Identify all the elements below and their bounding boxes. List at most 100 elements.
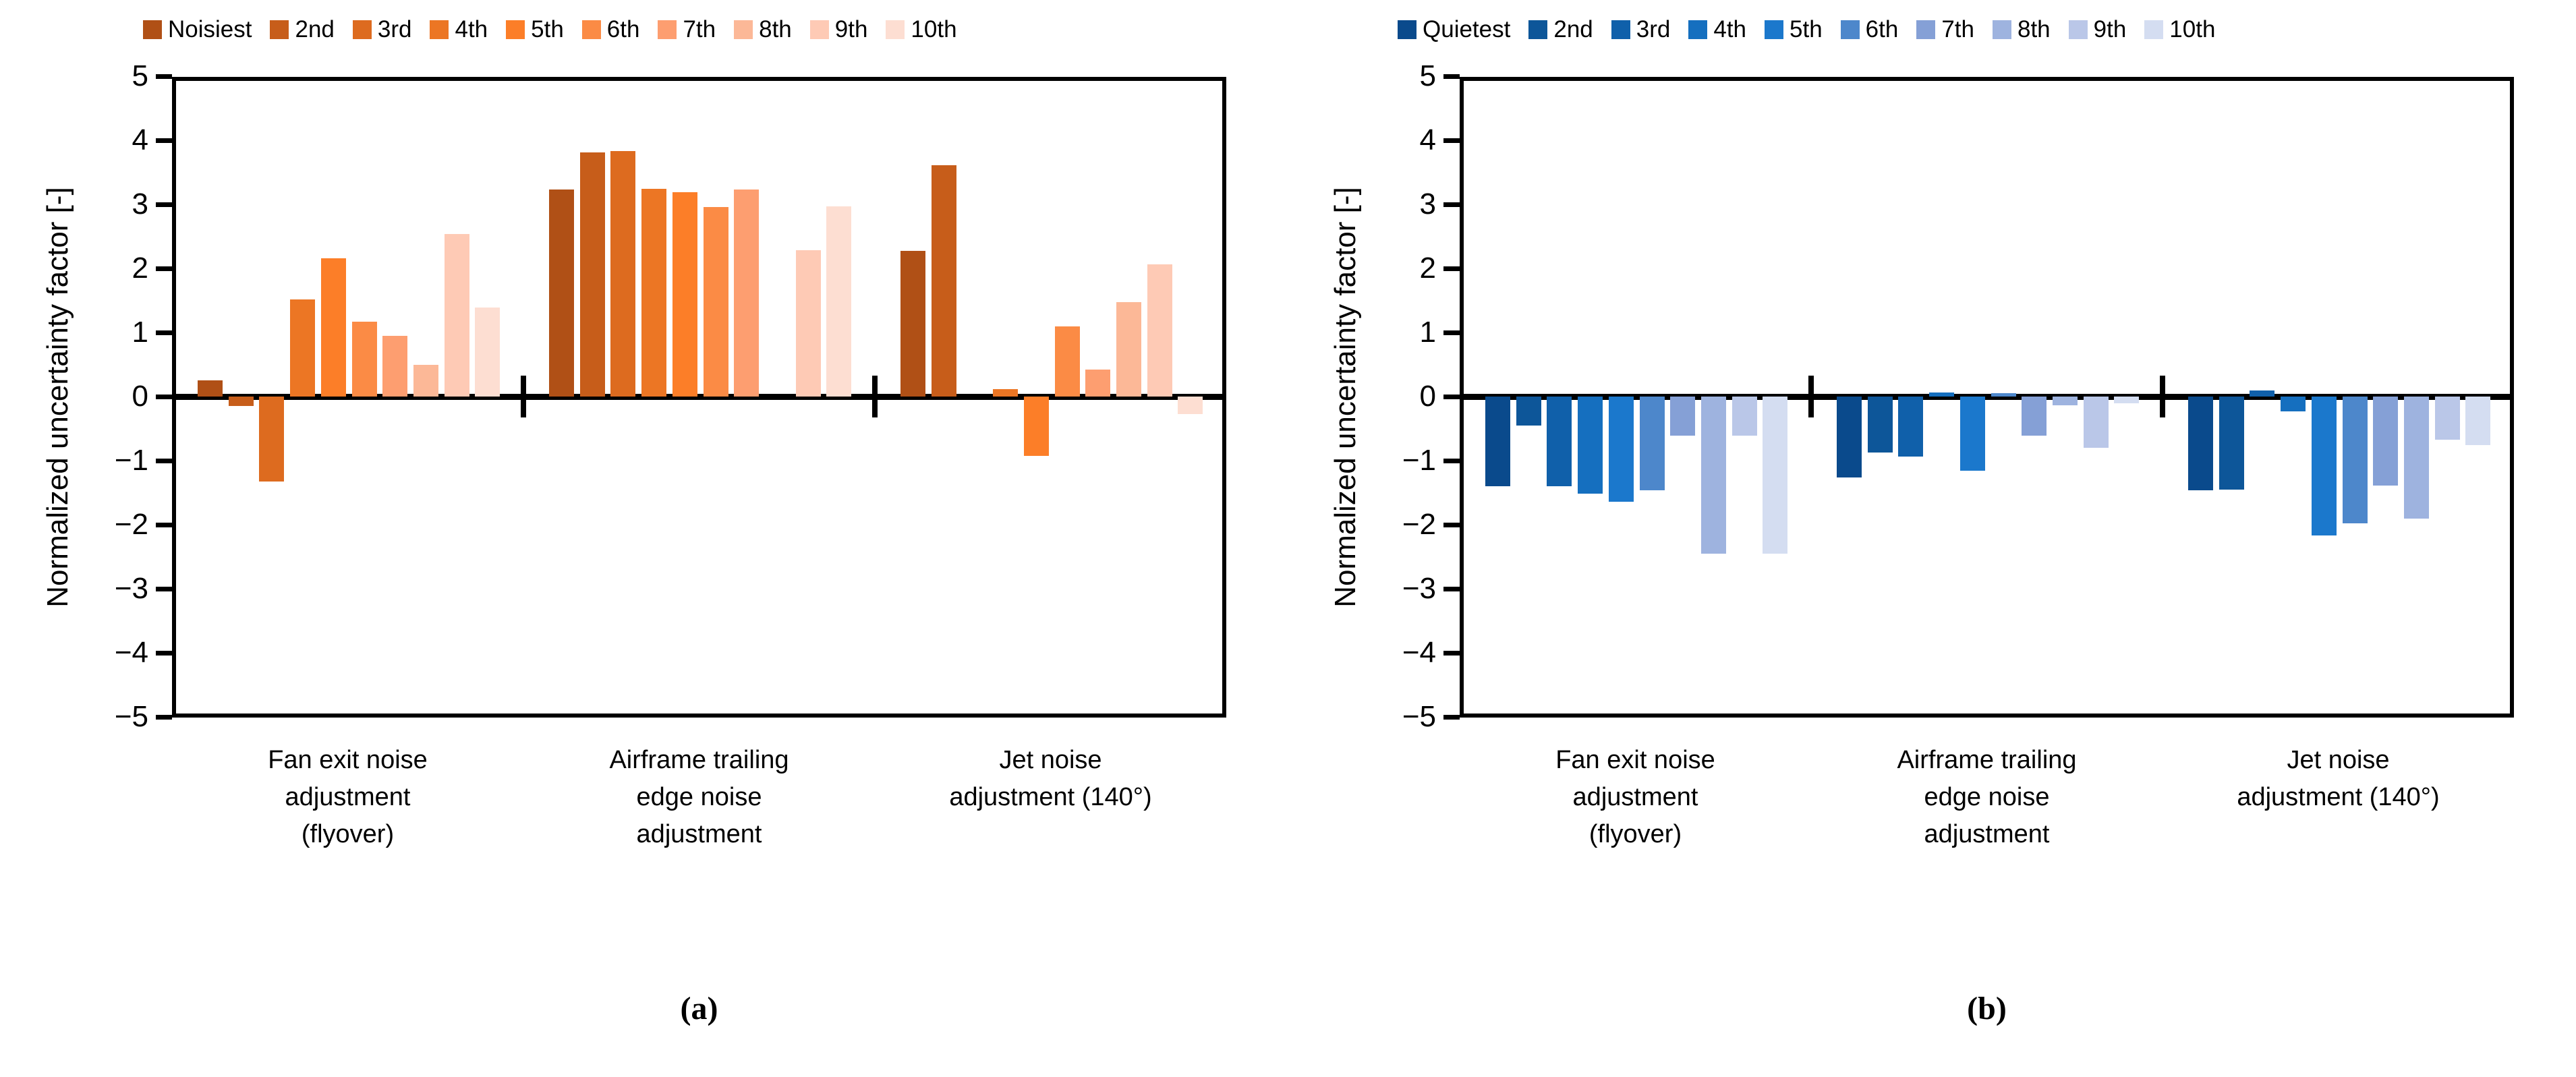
bar-5th-group3 — [1023, 397, 1049, 457]
y-axis-tick-label: 3 — [132, 187, 148, 221]
legend-swatch-icon — [270, 20, 289, 39]
y-axis-tick-label: 5 — [1419, 59, 1436, 92]
legend-swatch-icon — [352, 20, 372, 39]
legend-swatch-icon — [1916, 20, 1936, 39]
bar-10th-group2 — [2114, 397, 2140, 403]
y-axis-tick-label: −1 — [114, 444, 148, 477]
bar-3rd-group1 — [1547, 397, 1572, 486]
bar-8th-group3 — [1116, 302, 1141, 397]
bar-5th-group3 — [2311, 397, 2337, 536]
y-axis-tick-label: 0 — [1419, 380, 1436, 413]
bar-quietest-group1 — [1485, 397, 1510, 486]
y-axis-tick — [1443, 523, 1460, 527]
y-axis-tick-label: −5 — [114, 700, 148, 733]
bar-noisiest-group1 — [198, 380, 223, 397]
category-label: Jet noise adjustment (140°) — [949, 746, 1152, 812]
category-boundary-tick — [872, 376, 878, 417]
legend-label: 2nd — [295, 16, 335, 42]
bar-4th-group1 — [1578, 397, 1603, 494]
legend-label: 6th — [606, 16, 640, 42]
legend-swatch-icon — [1398, 20, 1416, 39]
bar-3rd-group2 — [610, 151, 636, 397]
legend-swatch-icon — [506, 20, 525, 39]
y-axis-tick-label: 3 — [1419, 187, 1436, 221]
legend-label: 8th — [759, 16, 792, 42]
legend-item-2nd: 2nd — [1528, 16, 1593, 43]
bar-9th-group1 — [444, 233, 469, 397]
bar-5th-group2 — [1959, 397, 1985, 471]
y-axis-tick — [1443, 266, 1460, 271]
legend-swatch-icon — [1688, 20, 1708, 39]
category-boundary-tick — [521, 376, 526, 417]
legend-swatch-icon — [2144, 20, 2164, 39]
legend-item-4th: 4th — [1688, 16, 1746, 43]
bar-5th-group1 — [1608, 397, 1634, 502]
y-axis-tick — [1443, 330, 1460, 335]
legend-label: 4th — [455, 16, 488, 42]
chart-panel-a: Noisiest 2nd 3rd 4th 5th 6th 7th 8th 9th 10th Nor… — [41, 16, 1226, 1026]
legend-swatch-icon — [143, 20, 162, 39]
category-boundary-tick — [1808, 376, 1814, 417]
bar-2nd-group1 — [1516, 397, 1541, 426]
legend-label: 8th — [2017, 16, 2051, 42]
bar-6th-group2 — [1991, 393, 2016, 397]
y-axis-tick — [156, 523, 172, 527]
y-axis-tick-label: −3 — [114, 572, 148, 605]
legend-item-7th: 7th — [1916, 16, 1974, 43]
bar-2nd-group3 — [931, 165, 956, 397]
legend-swatch-icon — [430, 20, 449, 39]
legend-item-3rd: 3rd — [352, 16, 412, 43]
bar-6th-group1 — [351, 321, 377, 397]
bar-4th-group1 — [290, 299, 316, 397]
bar-2nd-group2 — [579, 152, 605, 397]
legend-label: Quietest — [1423, 16, 1511, 42]
y-axis-tick — [156, 74, 172, 79]
bar-3rd-group3 — [2250, 390, 2275, 397]
legend-label: 3rd — [377, 16, 412, 42]
category-label: Fan exit noise adjustment (flyover) — [1555, 746, 1715, 849]
bar-7th-group3 — [2373, 397, 2399, 486]
bar-4th-group2 — [1929, 392, 1955, 397]
bar-8th-group1 — [1700, 397, 1726, 554]
legend-swatch-icon — [1992, 20, 2011, 39]
y-axis-tick — [1443, 202, 1460, 207]
y-axis-tick — [1443, 138, 1460, 143]
legend-item-5th: 5th — [1765, 16, 1823, 43]
x-axis-zero-line — [1460, 394, 2514, 400]
legend-swatch-icon — [658, 20, 677, 39]
bar-9th-group3 — [2434, 397, 2460, 440]
category-label: Fan exit noise adjustment (flyover) — [268, 746, 428, 849]
y-axis-tick — [156, 138, 172, 143]
y-axis-tick — [156, 330, 172, 335]
y-axis-tick-label: 4 — [132, 123, 148, 156]
y-axis-tick-label: 2 — [1419, 252, 1436, 285]
caption-a: (a) — [680, 991, 718, 1026]
bar-8th-group2 — [2052, 397, 2078, 406]
bar-10th-group2 — [826, 206, 852, 397]
y-axis-tick — [156, 395, 172, 399]
y-axis-tick-label: −4 — [1402, 636, 1436, 669]
bar-10th-group3 — [1178, 397, 1203, 414]
legend-label: 3rd — [1636, 16, 1671, 42]
legend-item-3rd: 3rd — [1611, 16, 1671, 43]
legend-item-10th: 10th — [2144, 16, 2215, 43]
bar-9th-group3 — [1147, 264, 1172, 397]
y-axis-title: Normalized uncertainty factor [-] — [1329, 187, 1362, 608]
bar-6th-group3 — [2342, 397, 2368, 524]
legend-item-9th: 9th — [2068, 16, 2126, 43]
bar-quietest-group2 — [1837, 397, 1862, 477]
y-axis-tick-label: −5 — [1402, 700, 1436, 733]
legend-label: 10th — [911, 16, 957, 42]
legend-swatch-icon — [2068, 20, 2088, 39]
legend-item-7th: 7th — [658, 16, 716, 43]
legend-swatch-icon — [1765, 20, 1784, 39]
y-axis-tick-label: 1 — [1419, 316, 1436, 349]
bar-3rd-group1 — [259, 397, 285, 482]
category-boundary-tick — [2160, 376, 2165, 417]
y-axis-tick — [1443, 715, 1460, 720]
y-axis-tick-label: −3 — [1402, 572, 1436, 605]
y-axis-tick-label: 5 — [132, 59, 148, 92]
y-axis-tick-label: 4 — [1419, 123, 1436, 156]
bar-7th-group1 — [1670, 397, 1696, 436]
bar-noisiest-group2 — [549, 190, 574, 397]
